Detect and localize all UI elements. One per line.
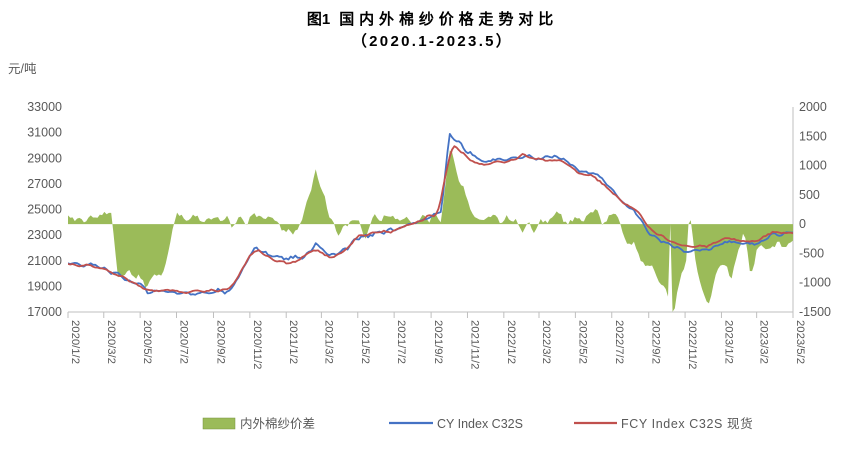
svg-text:2020/9/2: 2020/9/2 bbox=[214, 320, 226, 364]
svg-text:17000: 17000 bbox=[27, 305, 62, 319]
svg-text:2021/1/2: 2021/1/2 bbox=[287, 320, 299, 364]
svg-text:2021/3/2: 2021/3/2 bbox=[322, 320, 334, 364]
svg-text:2021/11/2: 2021/11/2 bbox=[468, 320, 480, 369]
svg-text:1500: 1500 bbox=[799, 129, 827, 143]
svg-text:23000: 23000 bbox=[27, 228, 62, 242]
svg-text:19000: 19000 bbox=[27, 279, 62, 293]
svg-text:2022/3/2: 2022/3/2 bbox=[540, 320, 552, 364]
svg-text:2000: 2000 bbox=[799, 100, 827, 114]
svg-text:25000: 25000 bbox=[27, 203, 62, 217]
svg-text:27000: 27000 bbox=[27, 177, 62, 191]
svg-text:2021/5/2: 2021/5/2 bbox=[359, 320, 371, 364]
svg-text:-1000: -1000 bbox=[799, 276, 831, 290]
svg-text:29000: 29000 bbox=[27, 151, 62, 165]
svg-text:2020/3/2: 2020/3/2 bbox=[105, 320, 117, 364]
svg-text:21000: 21000 bbox=[27, 254, 62, 268]
svg-text:2023/5/2: 2023/5/2 bbox=[794, 320, 806, 364]
svg-text:2021/7/2: 2021/7/2 bbox=[395, 320, 407, 364]
svg-text:33000: 33000 bbox=[27, 100, 62, 114]
svg-text:-500: -500 bbox=[799, 246, 824, 260]
svg-text:2022/5/2: 2022/5/2 bbox=[576, 320, 588, 364]
svg-text:CY Index C32S: CY Index C32S bbox=[437, 417, 523, 431]
svg-text:2022/9/2: 2022/9/2 bbox=[650, 320, 662, 364]
svg-text:-1500: -1500 bbox=[799, 305, 831, 319]
svg-text:1000: 1000 bbox=[799, 159, 827, 173]
svg-text:2020/5/2: 2020/5/2 bbox=[141, 320, 153, 364]
svg-text:2022/11/2: 2022/11/2 bbox=[686, 320, 698, 369]
svg-text:内外棉纱价差: 内外棉纱价差 bbox=[240, 417, 315, 431]
svg-text:2021/9/2: 2021/9/2 bbox=[432, 320, 444, 364]
svg-text:2022/7/2: 2022/7/2 bbox=[613, 320, 625, 364]
svg-text:2020/7/2: 2020/7/2 bbox=[178, 320, 190, 364]
svg-text:2020/11/2: 2020/11/2 bbox=[251, 320, 263, 369]
svg-text:500: 500 bbox=[799, 188, 820, 202]
svg-text:2022/1/2: 2022/1/2 bbox=[505, 320, 517, 364]
svg-text:2023/1/2: 2023/1/2 bbox=[722, 320, 734, 364]
svg-text:31000: 31000 bbox=[27, 126, 62, 140]
svg-text:2020/1/2: 2020/1/2 bbox=[69, 320, 81, 364]
svg-text:0: 0 bbox=[799, 217, 806, 231]
svg-text:2023/3/2: 2023/3/2 bbox=[758, 320, 770, 364]
svg-text:FCY Index C32S 现货: FCY Index C32S 现货 bbox=[621, 416, 753, 431]
